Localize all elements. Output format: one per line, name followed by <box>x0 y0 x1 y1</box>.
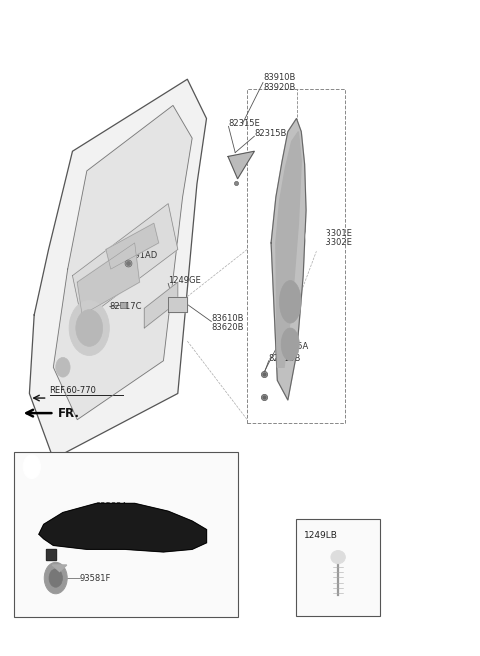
Text: 82717C: 82717C <box>110 302 142 311</box>
Bar <box>247 89 345 423</box>
Text: 83910B: 83910B <box>263 73 295 83</box>
Circle shape <box>69 300 109 356</box>
Text: 82315A: 82315A <box>276 342 308 351</box>
Circle shape <box>49 569 62 587</box>
Polygon shape <box>46 549 56 560</box>
Polygon shape <box>144 282 178 328</box>
Text: 1249GE: 1249GE <box>168 276 201 285</box>
Text: 93581F: 93581F <box>80 573 111 583</box>
Text: 83920B: 83920B <box>263 83 295 92</box>
Text: 93582B: 93582B <box>96 512 128 520</box>
Text: FR.: FR. <box>58 407 80 420</box>
Polygon shape <box>39 503 206 552</box>
Bar <box>297 519 380 616</box>
Polygon shape <box>276 132 301 367</box>
Polygon shape <box>77 243 140 315</box>
Text: a: a <box>29 462 35 471</box>
Text: 83302E: 83302E <box>321 237 352 247</box>
Circle shape <box>56 358 70 377</box>
Text: 83301E: 83301E <box>321 228 352 237</box>
Circle shape <box>76 310 103 346</box>
Ellipse shape <box>281 328 300 361</box>
Text: 82315B: 82315B <box>269 354 301 363</box>
Text: 83610B: 83610B <box>211 314 244 323</box>
Text: 82315B: 82315B <box>254 129 287 138</box>
Circle shape <box>306 222 327 251</box>
Polygon shape <box>53 106 192 420</box>
Polygon shape <box>72 203 178 321</box>
Polygon shape <box>106 223 158 269</box>
Polygon shape <box>52 565 67 571</box>
Polygon shape <box>29 79 206 459</box>
Circle shape <box>44 562 67 594</box>
Text: 93582A: 93582A <box>96 502 128 510</box>
Text: 1491AD: 1491AD <box>124 251 157 260</box>
Ellipse shape <box>279 281 301 323</box>
Polygon shape <box>271 119 306 400</box>
Text: REF.60-770: REF.60-770 <box>49 386 96 395</box>
Text: 83620B: 83620B <box>211 323 244 332</box>
Text: 82315E: 82315E <box>228 119 260 129</box>
Polygon shape <box>168 297 187 312</box>
Bar <box>14 453 238 617</box>
Text: 1249LB: 1249LB <box>304 531 338 540</box>
Circle shape <box>23 455 40 479</box>
Text: a: a <box>314 232 319 241</box>
Polygon shape <box>228 152 254 178</box>
Ellipse shape <box>331 550 345 564</box>
